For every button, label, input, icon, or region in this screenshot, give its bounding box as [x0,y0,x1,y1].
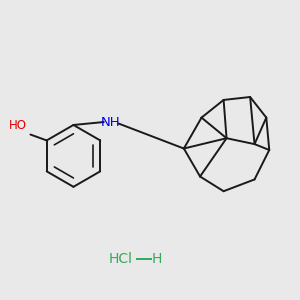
Text: HO: HO [9,119,27,132]
Text: HCl: HCl [109,252,133,266]
Text: NH: NH [100,116,120,128]
Text: H: H [151,252,162,266]
